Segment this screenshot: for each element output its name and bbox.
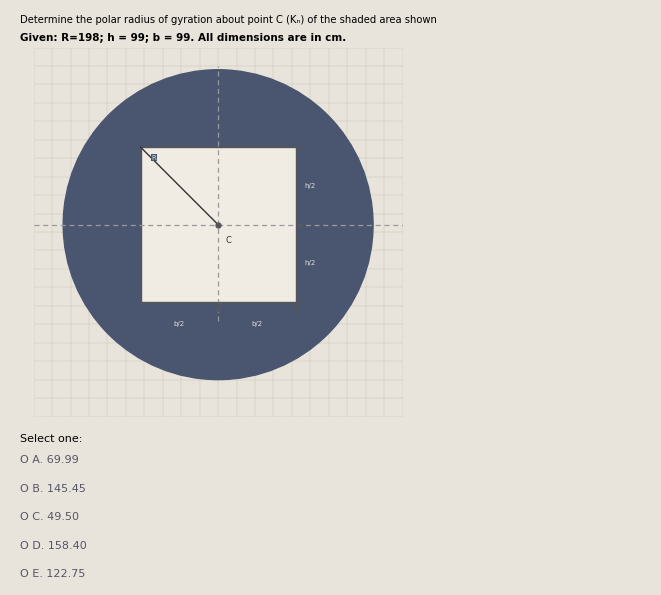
Text: h/2: h/2 bbox=[305, 261, 316, 267]
Text: Determine the polar radius of gyration about point C (Kₙ) of the shaded area sho: Determine the polar radius of gyration a… bbox=[20, 15, 437, 25]
Text: O D. 158.40: O D. 158.40 bbox=[20, 541, 87, 551]
Text: O A. 69.99: O A. 69.99 bbox=[20, 455, 79, 465]
Text: h/2: h/2 bbox=[305, 183, 316, 189]
Text: b/2: b/2 bbox=[174, 321, 185, 327]
Text: O E. 122.75: O E. 122.75 bbox=[20, 569, 85, 580]
Text: O B. 145.45: O B. 145.45 bbox=[20, 484, 86, 494]
Text: Given: R=198; h = 99; b = 99. All dimensions are in cm.: Given: R=198; h = 99; b = 99. All dimens… bbox=[20, 33, 346, 43]
Text: O C. 49.50: O C. 49.50 bbox=[20, 512, 79, 522]
Circle shape bbox=[63, 70, 373, 380]
Text: Select one:: Select one: bbox=[20, 434, 82, 444]
Text: R: R bbox=[152, 155, 157, 161]
Text: C: C bbox=[225, 236, 231, 245]
Bar bbox=[141, 147, 295, 302]
Text: b/2: b/2 bbox=[251, 321, 262, 327]
